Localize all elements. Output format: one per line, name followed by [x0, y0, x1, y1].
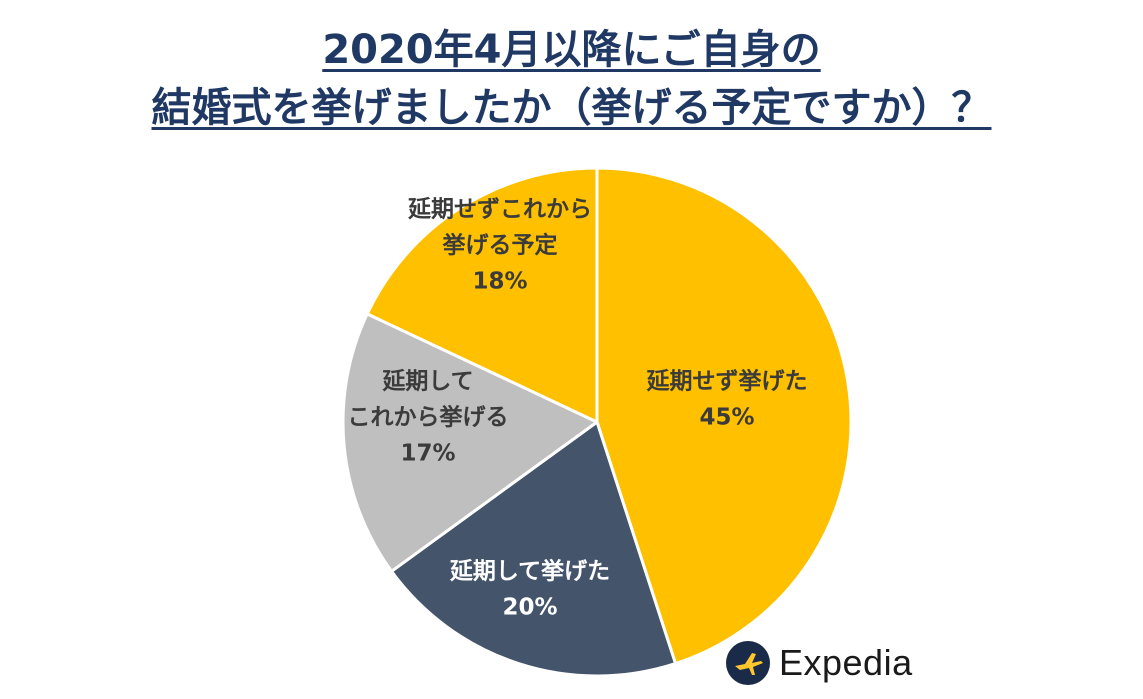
slice-category-label: 延期して挙げた	[449, 559, 610, 585]
chart-title-line-2: 結婚式を挙げましたか（挙げる予定ですか）？	[151, 85, 992, 131]
chart-title-line-1: 2020年4月以降にご自身の	[322, 27, 821, 73]
pie-slice	[365, 166, 599, 424]
slice-category-label: 延期して	[381, 369, 473, 395]
airplane-icon	[726, 641, 770, 685]
pie-slice	[341, 312, 599, 573]
slice-category-label: 挙げる予定	[443, 232, 558, 259]
slice-value-label: 45%	[699, 405, 754, 431]
slice-value-label: 18%	[472, 269, 527, 295]
expedia-logo: Expedia	[725, 640, 913, 686]
slice-category-label: これから挙げる	[348, 405, 509, 431]
slice-category-label: 延期せずこれから	[407, 197, 592, 223]
pie-slice	[595, 166, 853, 666]
pie-slice	[390, 420, 677, 678]
slice-category-label: 延期せず挙げた	[646, 369, 808, 395]
logo-text: Expedia	[779, 642, 913, 683]
slice-value-label: 17%	[400, 441, 455, 467]
slice-value-label: 20%	[502, 595, 557, 621]
